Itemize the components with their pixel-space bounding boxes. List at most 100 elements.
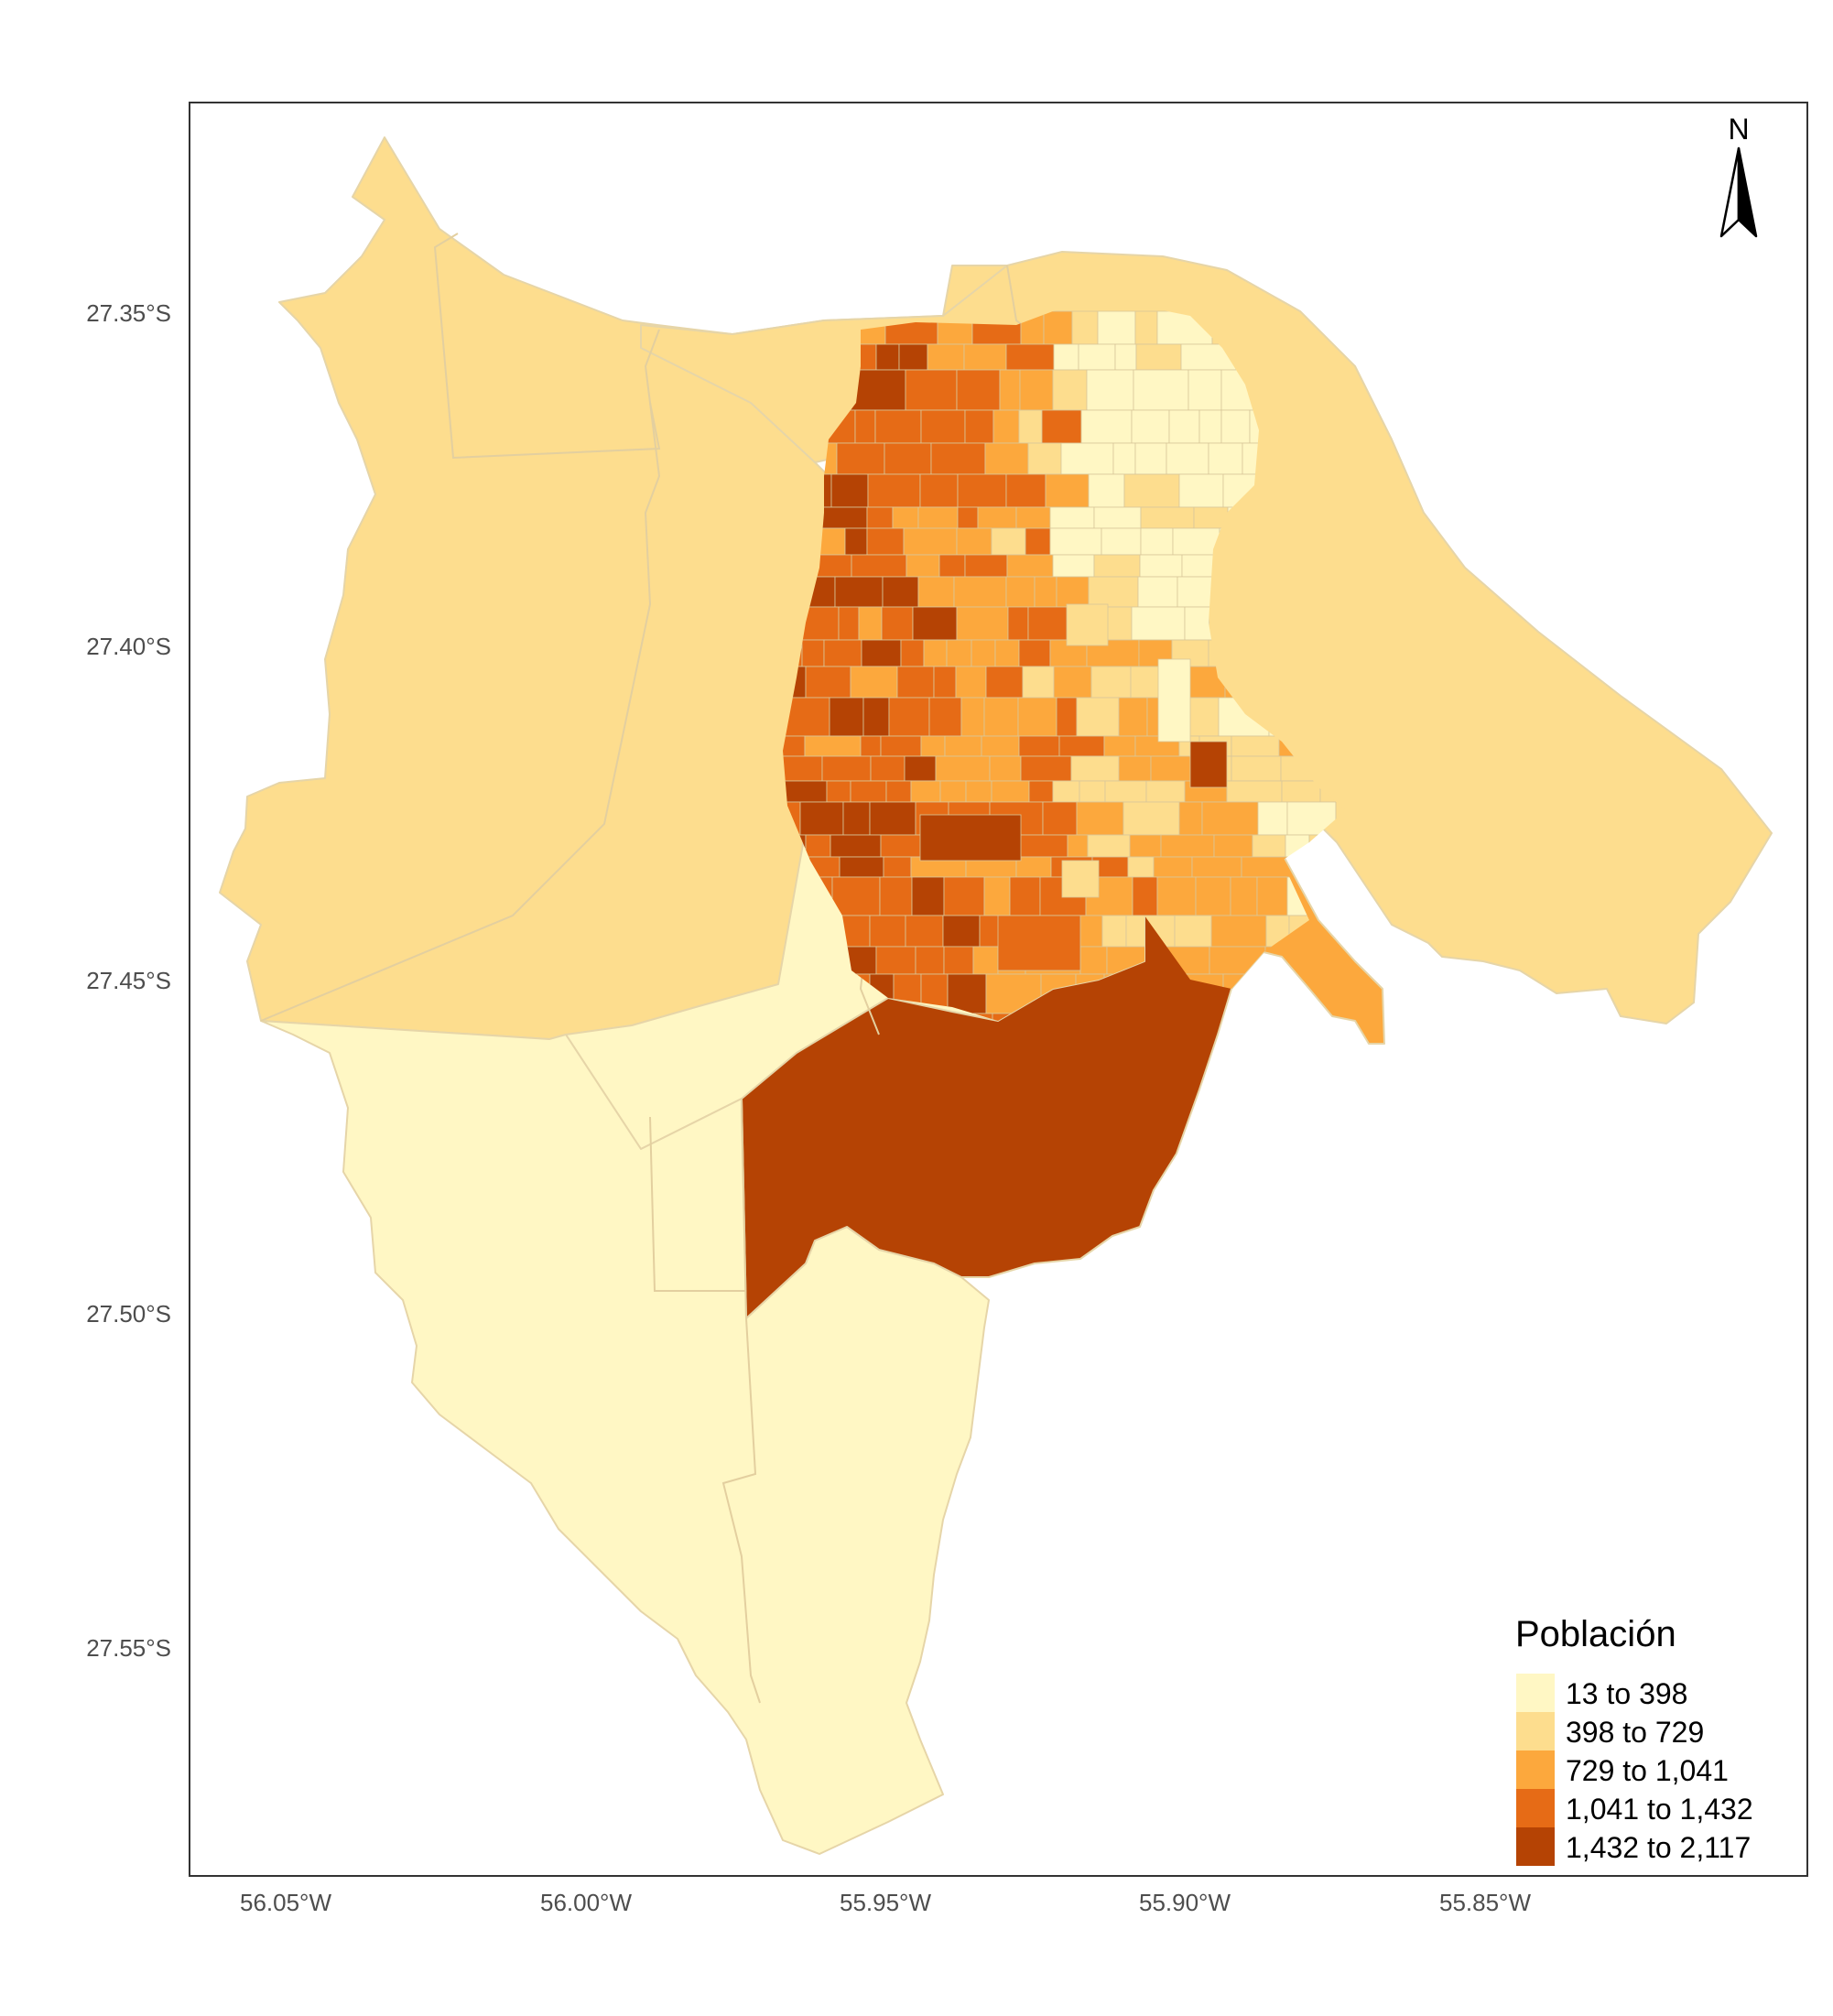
census-block <box>1060 442 1114 475</box>
census-block <box>898 343 928 371</box>
census-block <box>1180 343 1237 371</box>
census-block <box>1006 554 1054 578</box>
census-block <box>939 780 967 803</box>
census-block <box>1174 915 1212 948</box>
census-block <box>1086 369 1134 411</box>
census-block <box>888 697 930 737</box>
census-block <box>919 473 959 508</box>
census-block <box>880 735 922 757</box>
census-block <box>1007 606 1029 641</box>
census-block <box>850 666 898 699</box>
census-block <box>1195 876 1231 916</box>
census-block <box>882 576 919 608</box>
census-block <box>1201 801 1259 836</box>
census-block <box>1022 666 1055 699</box>
census-block <box>1114 343 1137 371</box>
census-block <box>911 876 945 916</box>
census-block <box>1076 697 1120 737</box>
census-block <box>1181 554 1215 578</box>
census-block <box>839 856 884 878</box>
census-block <box>1088 473 1125 508</box>
y-tick-label: 27.55°S <box>86 1634 171 1662</box>
x-axis: 56.05°W 56.00°W 55.95°W 55.90°W 55.85°W <box>240 1889 1531 1916</box>
north-arrow-label: N <box>1728 113 1749 146</box>
census-block <box>826 780 851 803</box>
census-block <box>1139 554 1183 578</box>
census-block <box>1213 834 1253 858</box>
census-block <box>1005 343 1055 371</box>
census-block <box>1188 369 1222 411</box>
census-block <box>1015 856 1052 878</box>
x-tick-label: 56.00°W <box>540 1889 632 1916</box>
census-block <box>805 834 831 858</box>
census-block <box>1079 780 1106 803</box>
census-block <box>1140 506 1195 529</box>
legend-swatch <box>1516 1712 1555 1750</box>
census-block <box>1166 442 1209 475</box>
census-block <box>1018 735 1060 757</box>
census-block <box>906 554 940 578</box>
legend-label: 398 to 729 <box>1566 1716 1704 1749</box>
census-block <box>1080 409 1133 444</box>
y-axis: 27.35°S 27.40°S 27.45°S 27.50°S 27.55°S <box>86 299 171 1662</box>
census-block <box>919 814 1022 862</box>
census-block <box>858 606 883 641</box>
census-block <box>1043 310 1073 345</box>
x-tick-label: 55.85°W <box>1439 1889 1531 1916</box>
census-block <box>1220 409 1251 444</box>
census-block <box>1066 603 1109 646</box>
census-block <box>854 409 876 444</box>
census-block <box>830 834 882 858</box>
census-block <box>1052 369 1088 411</box>
census-block <box>842 801 871 836</box>
census-block <box>1191 856 1242 878</box>
census-block <box>1027 442 1062 475</box>
census-block <box>983 697 1019 737</box>
census-block <box>983 876 1011 916</box>
census-block <box>870 755 906 782</box>
legend-title: Población <box>1515 1614 1676 1654</box>
census-block <box>947 973 987 1014</box>
census-block <box>1150 755 1192 782</box>
census-block <box>957 473 1007 508</box>
census-block <box>1034 576 1058 608</box>
census-block <box>1088 576 1139 608</box>
census-block <box>930 442 986 475</box>
census-block <box>1178 473 1224 508</box>
census-block <box>1042 801 1078 836</box>
census-block <box>1097 310 1136 345</box>
census-block <box>875 946 916 975</box>
census-block <box>1131 606 1186 641</box>
census-block <box>1281 780 1321 803</box>
census-block <box>869 915 906 948</box>
census-block <box>1226 780 1283 803</box>
census-block <box>1020 755 1072 782</box>
census-block <box>1067 834 1089 858</box>
census-block <box>1053 343 1079 371</box>
census-block <box>1017 697 1058 737</box>
census-block <box>1005 576 1036 608</box>
census-block <box>1087 834 1131 858</box>
census-block <box>917 506 959 529</box>
census-block <box>992 409 1020 444</box>
census-block <box>1135 343 1182 371</box>
census-block <box>1009 876 1041 916</box>
census-block <box>805 666 851 699</box>
census-block <box>1177 576 1215 608</box>
legend-swatch <box>1516 1750 1555 1789</box>
census-block <box>999 369 1021 411</box>
census-block <box>946 639 972 667</box>
census-block <box>984 442 1029 475</box>
census-block <box>1208 442 1243 475</box>
census-block <box>957 506 979 529</box>
census-block <box>997 915 1081 971</box>
census-block <box>866 506 894 529</box>
census-block <box>1132 876 1158 916</box>
census-block <box>830 473 869 508</box>
census-block <box>1101 915 1127 948</box>
census-block <box>783 755 823 782</box>
census-block <box>977 506 1017 529</box>
census-block <box>1025 527 1051 556</box>
legend-items: 13 to 398 398 to 729 729 to 1,041 1,041 to … <box>1516 1674 1753 1866</box>
